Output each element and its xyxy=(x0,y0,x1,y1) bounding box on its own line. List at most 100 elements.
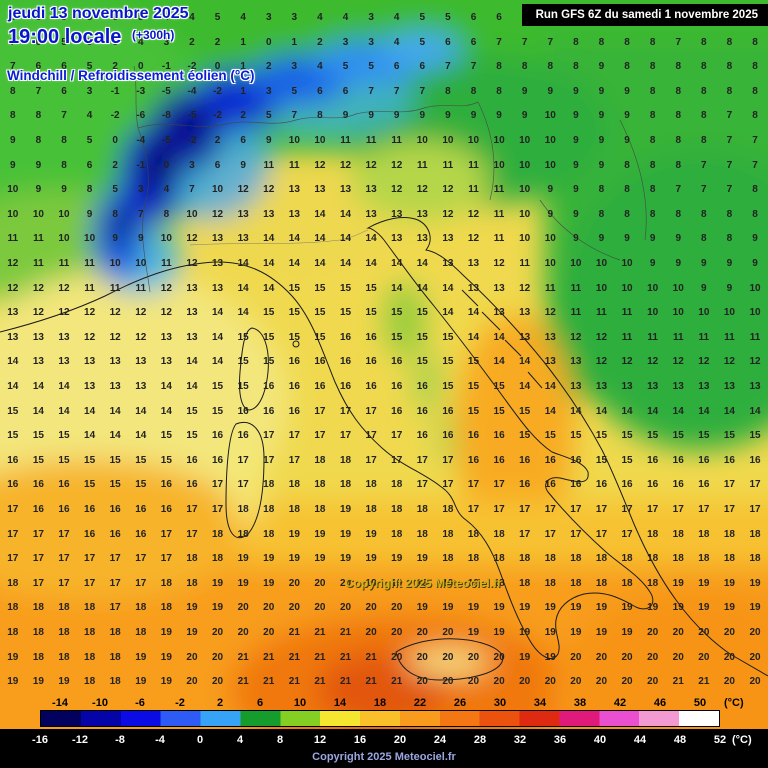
temp-value: 13 xyxy=(723,381,735,392)
temp-value: 17 xyxy=(365,405,377,417)
temp-value: 17 xyxy=(32,577,44,589)
scale-label-lower: -8 xyxy=(115,734,125,746)
temp-value: 17 xyxy=(186,504,198,515)
temp-value: 14 xyxy=(467,307,480,319)
temp-value: 19 xyxy=(416,602,428,614)
temp-value: 14 xyxy=(723,405,735,417)
temp-value: 8 xyxy=(445,85,451,97)
temp-value: 9 xyxy=(649,258,656,269)
temp-value: 8 xyxy=(598,184,605,196)
temp-value: 17 xyxy=(7,528,19,540)
temp-value: 11 xyxy=(468,184,479,196)
temp-value: 10 xyxy=(442,135,454,146)
temp-value: 11 xyxy=(621,307,633,319)
temp-value: 19 xyxy=(288,528,300,540)
temp-value: 9 xyxy=(701,258,707,269)
temp-value: 17 xyxy=(391,454,403,466)
temp-value: 20 xyxy=(186,651,198,663)
temp-value: 12 xyxy=(237,184,249,196)
temp-value: 10 xyxy=(519,184,531,196)
temp-row: 18 18 18 18 17 18 18 19 19 20 20 20 20 20 20 20 19 19 19 19… xyxy=(0,602,768,614)
temp-value: 13 xyxy=(595,381,608,392)
temp-value: 18 xyxy=(288,479,300,491)
temp-value: 14 xyxy=(58,381,70,392)
temp-value: 14 xyxy=(186,356,198,368)
temp-value: 13 xyxy=(570,381,582,392)
temp-value: 7 xyxy=(726,159,733,171)
temp-value: 6 xyxy=(342,85,349,97)
temp-value: 9 xyxy=(624,233,630,245)
parameter-title: Windchill / Refroidissement éolien (°C) xyxy=(7,68,255,83)
temp-row: 10 10 10 9 8 7 8 10 12 13 13 13 14 14 13 13 13 12 12 11 10 9 9… xyxy=(0,209,768,221)
temp-value: 9 xyxy=(419,110,426,122)
temp-value: 16 xyxy=(314,381,326,392)
temp-value: 9 xyxy=(726,258,733,269)
temp-value: 14 xyxy=(211,307,224,319)
temp-value: 10 xyxy=(135,258,147,269)
temp-value: 4 xyxy=(86,110,93,122)
temp-value: 6 xyxy=(240,135,246,146)
temp-value: 18 xyxy=(32,602,44,614)
scale-label-upper: -10 xyxy=(92,697,108,709)
temp-value: 8 xyxy=(675,85,682,97)
temp-value: 18 xyxy=(160,602,172,614)
temp-value: 17 xyxy=(211,504,224,515)
temp-value: 14 xyxy=(237,258,249,269)
temp-value: 14 xyxy=(749,405,761,417)
temp-row: 17 16 16 16 16 16 16 17 17 18 18 18 18 19 18 18 18 18 17 17… xyxy=(0,504,768,516)
temp-value: 20 xyxy=(544,676,556,688)
scale-label-upper: 50 xyxy=(693,697,707,709)
temp-value: 17 xyxy=(519,504,531,515)
temp-value: 9 xyxy=(137,233,144,245)
temp-value: 17 xyxy=(84,577,96,589)
temp-value: 5 xyxy=(419,12,426,23)
temp-value: 19 xyxy=(135,651,147,663)
temp-value: 8 xyxy=(35,110,42,122)
temp-value: 17 xyxy=(58,528,70,540)
temp-value: 9 xyxy=(701,282,707,294)
temp-value: 10 xyxy=(109,258,121,269)
temp-value: 11 xyxy=(84,282,95,294)
temp-value: 18 xyxy=(416,504,428,515)
temp-value: 13 xyxy=(698,381,710,392)
temp-value: 13 xyxy=(211,282,224,294)
temp-value: 0 xyxy=(137,61,144,73)
temp-row: 14 14 14 13 13 13 14 14 15 15 16 16 16 16 16 16 16 15 15 15… xyxy=(0,381,768,393)
temp-value: 16 xyxy=(288,405,300,417)
temp-value: 14 xyxy=(339,208,352,220)
temp-value: 8 xyxy=(701,135,707,146)
temp-value: 18 xyxy=(595,577,608,589)
temp-value: 3 xyxy=(86,85,93,97)
temp-value: 17 xyxy=(493,504,505,515)
temp-value: 17 xyxy=(544,504,556,515)
temp-value: 16 xyxy=(416,430,428,442)
temp-value: 18 xyxy=(442,528,454,540)
temp-value: 13 xyxy=(32,331,44,343)
temp-value: 14 xyxy=(211,356,224,368)
temp-value: 13 xyxy=(135,356,147,368)
temp-value: 10 xyxy=(544,110,556,122)
temp-value: 8 xyxy=(752,208,758,220)
temp-value: 17 xyxy=(58,553,70,565)
temp-value: 8 xyxy=(35,135,42,146)
temp-value: 15 xyxy=(442,381,454,392)
temp-value: 15 xyxy=(391,331,403,343)
temp-value: 20 xyxy=(519,676,531,688)
temp-value: 17 xyxy=(416,454,428,466)
temp-value: 12 xyxy=(211,208,224,220)
temp-value: 14 xyxy=(32,381,44,392)
temp-value: 7 xyxy=(701,184,707,196)
temp-value: 3 xyxy=(189,159,195,171)
temp-value: 16 xyxy=(698,454,710,466)
temp-value: 17 xyxy=(749,479,761,491)
temp-value: 12 xyxy=(442,208,454,220)
temp-value: 6 xyxy=(35,36,42,48)
temp-value: 14 xyxy=(442,282,454,294)
temp-value: 15 xyxy=(416,356,428,368)
temp-value: 17 xyxy=(339,405,352,417)
temp-value: 13 xyxy=(621,381,633,392)
temp-value: 17 xyxy=(570,504,582,515)
temp-value: 16 xyxy=(467,454,480,466)
temp-value: 10 xyxy=(749,282,761,294)
temp-row: 7 6 6 5 2 0 -1 -2 0 1 2 3 4 5 5 6 6 7 7 8 8 8 8 9 8 8 8 8 8 8 xyxy=(0,61,768,73)
